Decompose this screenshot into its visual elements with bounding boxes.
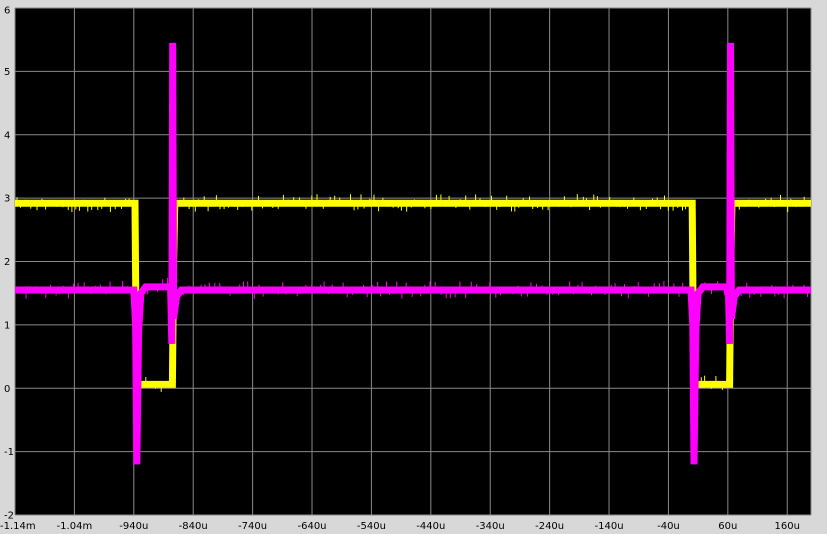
x-tick-label: -540u — [357, 521, 386, 532]
x-tick-label: -340u — [476, 521, 505, 532]
y-tick-label: 1 — [4, 320, 10, 331]
x-tick-label: -1.14m — [0, 521, 36, 532]
y-tick-label: 6 — [4, 6, 10, 17]
grid-lines — [14, 7, 812, 516]
x-tick-label: -40u — [657, 521, 680, 532]
x-tick-label: 60u — [718, 521, 737, 532]
x-tick-label: -940u — [119, 521, 148, 532]
traces — [15, 42, 811, 465]
y-tick-label: -1 — [4, 447, 14, 458]
x-tick-label: -440u — [416, 521, 445, 532]
y-tick-label: -2 — [4, 511, 14, 522]
x-tick-label: -640u — [297, 521, 326, 532]
series-1 — [15, 42, 811, 465]
y-axis-ticks: -2 -1 0 1 2 3 4 5 6 — [4, 6, 14, 522]
x-tick-label: -1.04m — [57, 521, 93, 532]
x-tick-label: -140u — [595, 521, 624, 532]
x-tick-label: -240u — [535, 521, 564, 532]
x-tick-label: 160u — [775, 521, 800, 532]
x-axis-ticks: -1.14m -1.04m -940u -840u -740u -640u -540u -44… — [0, 521, 800, 532]
series-1-noise — [16, 277, 809, 299]
x-tick-label: -840u — [179, 521, 208, 532]
x-tick-label: -740u — [238, 521, 267, 532]
series-1-line — [15, 42, 811, 465]
series-0-noise — [16, 194, 805, 392]
y-tick-label: 2 — [4, 257, 10, 268]
y-tick-label: 0 — [4, 384, 10, 395]
y-tick-label: 4 — [4, 130, 10, 141]
y-tick-label: 3 — [4, 194, 10, 205]
y-tick-label: 5 — [4, 67, 10, 78]
